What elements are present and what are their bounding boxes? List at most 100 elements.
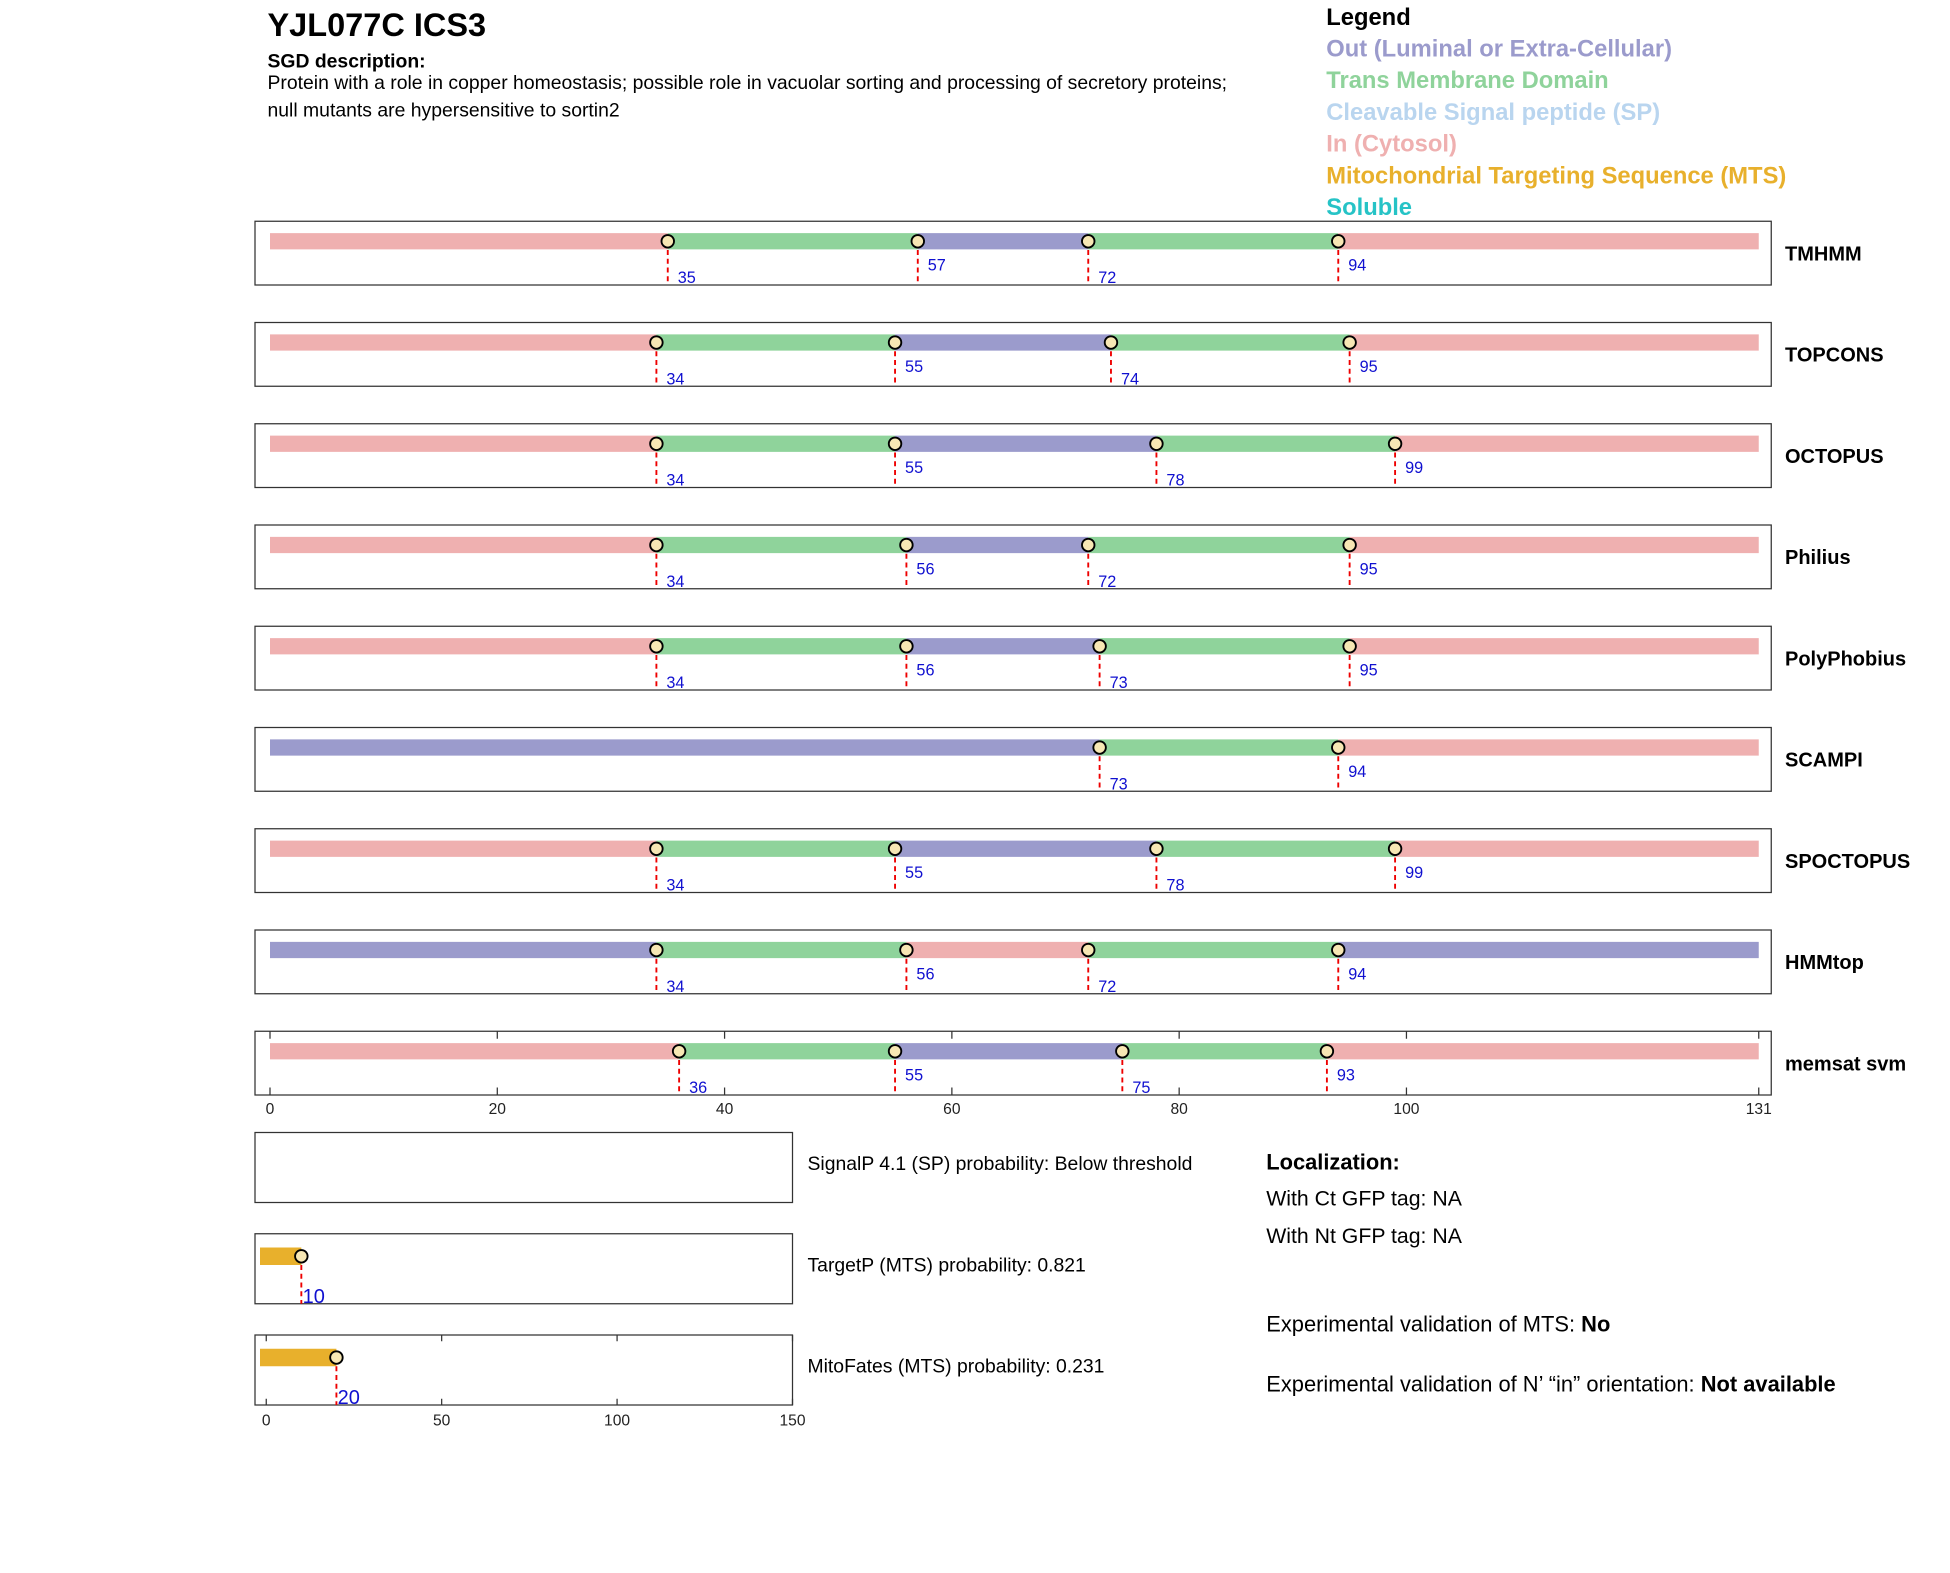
description-label: SGD description: — [268, 51, 426, 73]
boundary-marker — [1387, 841, 1403, 856]
validation: Experimental validation of N’ “in” orien… — [1266, 1368, 1854, 1401]
track-box — [254, 220, 1772, 286]
boundary-marker — [1092, 639, 1107, 654]
segment-tm — [1156, 435, 1396, 452]
track-box — [254, 524, 1772, 590]
track-name: Philius — [1785, 547, 1851, 569]
segment-tm — [1099, 739, 1339, 756]
boundary-marker — [1149, 841, 1164, 856]
segment-tm — [1110, 334, 1350, 351]
segment-tm — [1156, 840, 1396, 857]
x-tick-label: 100 — [1393, 1101, 1419, 1118]
boundary-label: 94 — [1348, 965, 1366, 983]
panel-box — [254, 1233, 794, 1305]
mts-bar — [260, 1348, 337, 1367]
panel-box — [254, 1131, 794, 1204]
segment-tm — [1122, 1043, 1327, 1060]
track-name: OCTOPUS — [1785, 446, 1884, 468]
boundary-marker — [1319, 1044, 1335, 1059]
segment-out — [917, 233, 1089, 250]
legend-item: Cleavable Signal peptide (SP) — [1326, 99, 1660, 126]
x-tick-label: 150 — [779, 1412, 805, 1429]
segment-out — [906, 536, 1089, 554]
boundary-label: 35 — [678, 269, 696, 287]
boundary-marker — [649, 942, 664, 958]
segment-tm — [1088, 941, 1339, 959]
legend-item: Soluble — [1326, 194, 1412, 221]
localization-title: Localization: — [1266, 1150, 1400, 1175]
boundary-label: 78 — [1166, 877, 1184, 895]
track-name: SPOCTOPUS — [1785, 851, 1910, 873]
boundary-marker — [1342, 639, 1357, 654]
boundary-marker — [671, 1044, 687, 1059]
legend-item: In (Cytosol) — [1326, 131, 1457, 158]
segment-out — [906, 638, 1100, 655]
segment-in — [1349, 536, 1759, 554]
segment-out — [270, 941, 657, 959]
boundary-label: 72 — [1098, 573, 1116, 591]
boundary-label: 94 — [1348, 257, 1366, 275]
segment-in — [270, 840, 657, 857]
boundary-label: 99 — [1405, 864, 1423, 882]
cleavage-label: 20 — [338, 1387, 360, 1409]
segment-in — [1349, 638, 1759, 655]
track-box — [254, 423, 1772, 489]
segment-tm — [656, 638, 907, 655]
segment-out — [895, 1043, 1123, 1060]
panel-text: SignalP 4.1 (SP) probability: Below thre… — [808, 1153, 1193, 1175]
track-name: HMMtop — [1785, 952, 1864, 974]
track-name: TOPCONS — [1785, 345, 1884, 367]
boundary-marker — [1081, 942, 1096, 958]
boundary-marker — [1342, 537, 1357, 553]
segment-in — [1395, 435, 1759, 452]
x-tick-label: 0 — [262, 1412, 271, 1429]
legend-title: Legend — [1326, 4, 1410, 31]
x-tick-label: 40 — [716, 1101, 734, 1118]
boundary-label: 74 — [1121, 370, 1139, 388]
boundary-label: 34 — [666, 370, 684, 388]
boundary-label: 56 — [916, 560, 934, 578]
panel-text: MitoFates (MTS) probability: 0.231 — [808, 1356, 1105, 1378]
boundary-label: 75 — [1132, 1079, 1150, 1097]
segment-tm — [656, 334, 896, 351]
segment-in — [270, 233, 668, 250]
validation-label: Experimental validation of MTS: — [1266, 1311, 1582, 1337]
boundary-label: 34 — [666, 573, 684, 591]
panel-text: TargetP (MTS) probability: 0.821 — [808, 1254, 1086, 1276]
segment-in — [270, 435, 657, 452]
boundary-label: 56 — [916, 662, 934, 680]
boundary-marker — [1092, 740, 1107, 755]
cleavage-label: 10 — [303, 1286, 325, 1308]
segment-in — [1349, 334, 1759, 351]
boundary-label: 55 — [905, 864, 923, 882]
x-tick-label: 100 — [604, 1412, 630, 1429]
boundary-label: 36 — [689, 1079, 707, 1097]
segment-in — [270, 638, 657, 655]
segment-in — [906, 941, 1089, 959]
boundary-label: 55 — [905, 1067, 923, 1085]
boundary-marker — [649, 639, 664, 654]
segment-out — [270, 739, 1100, 756]
boundary-label: 72 — [1098, 978, 1116, 996]
boundary-marker — [649, 841, 664, 856]
panel-box — [254, 1334, 794, 1406]
boundary-marker — [1081, 234, 1096, 249]
validations: Experimental validation of MTS: No Experi… — [1266, 1308, 1854, 1401]
validation-label: Experimental validation of N’ “in” orien… — [1266, 1371, 1701, 1397]
cleavage-marker — [329, 1350, 344, 1365]
localization-line: With Nt GFP tag: NA — [1266, 1224, 1462, 1248]
boundary-marker — [899, 639, 914, 654]
boundary-marker — [910, 234, 925, 249]
boundary-marker — [1331, 234, 1346, 249]
legend-item: Mitochondrial Targeting Sequence (MTS) — [1326, 162, 1786, 189]
segment-in — [270, 334, 657, 351]
boundary-label: 99 — [1405, 459, 1423, 477]
boundary-label: 55 — [905, 358, 923, 376]
boundary-marker — [649, 537, 664, 553]
segment-out — [1338, 941, 1759, 959]
boundary-marker — [1331, 942, 1346, 958]
boundary-marker — [899, 942, 914, 958]
track-box — [254, 625, 1772, 691]
